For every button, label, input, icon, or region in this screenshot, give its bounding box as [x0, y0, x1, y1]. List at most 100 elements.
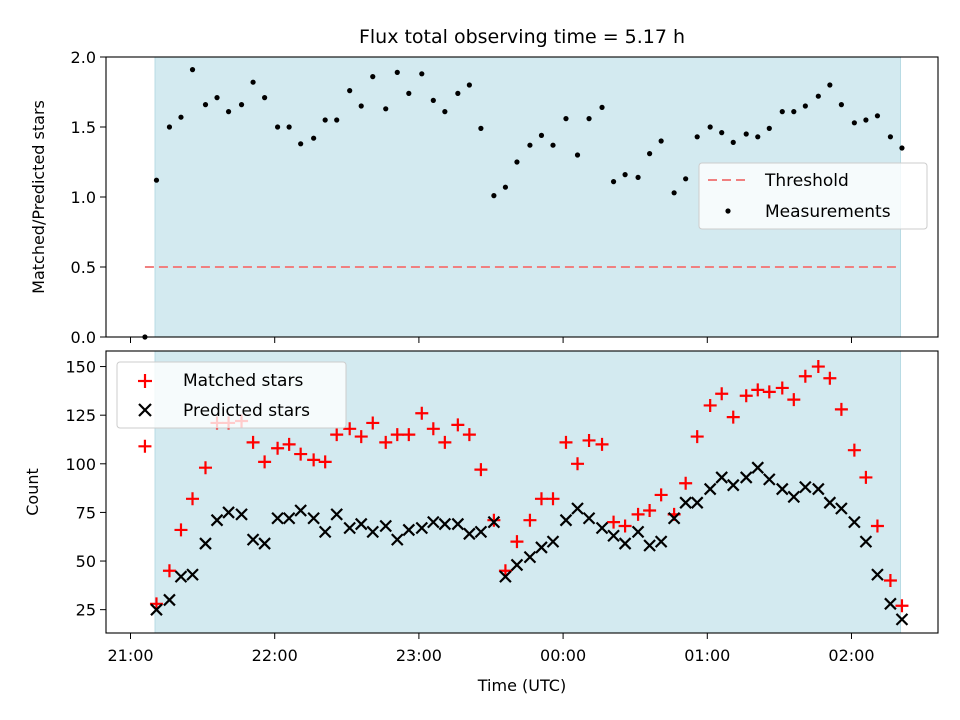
y-tick-label: 25	[76, 601, 96, 620]
matched-star-point	[474, 463, 488, 477]
ratio-panel-border	[105, 56, 939, 338]
y-tick-label: 0.5	[71, 258, 96, 277]
count-legend: Matched stars Predicted stars	[116, 361, 347, 429]
predicted-star-point	[654, 535, 668, 548]
y-tick-label: 1.5	[71, 118, 96, 137]
matched-star-point	[847, 443, 861, 457]
y-tick-label: 150	[65, 358, 96, 377]
predicted-star-point	[618, 537, 632, 550]
predicted-star-point	[582, 511, 596, 525]
predicted-star-point	[859, 535, 873, 548]
matched-star-point	[138, 439, 152, 453]
predicted-star-point	[307, 511, 320, 525]
ratio-y-label: Matched/Predicted stars	[29, 100, 48, 294]
measurement-point	[491, 193, 497, 199]
predicted-star-point	[163, 593, 176, 607]
predicted-star-point	[379, 519, 393, 533]
predicted-star-point	[474, 525, 488, 539]
measurement-point	[442, 109, 448, 115]
predicted-star-point	[210, 513, 224, 527]
predicted-star-point	[799, 480, 812, 494]
count-y-axis: 25 50 75 100 125 150	[65, 358, 106, 620]
measurement-point	[743, 131, 749, 137]
measurement-point	[838, 102, 844, 108]
matched-star-point	[354, 430, 368, 444]
measurement-point	[815, 93, 821, 99]
measurement-point	[683, 176, 689, 182]
predicted-star-point	[679, 496, 692, 509]
predicted-star-point	[354, 517, 368, 531]
measurement-point	[419, 71, 425, 77]
predicted-star-point	[499, 570, 512, 583]
measurement-point	[766, 125, 772, 131]
measurement-point	[455, 90, 461, 96]
measurement-point	[178, 114, 184, 120]
predicted-star-point	[523, 550, 537, 564]
predicted-star-point	[751, 461, 765, 474]
measurement-point	[719, 130, 725, 136]
matched-star-point	[523, 513, 537, 527]
matched-star-point	[162, 564, 176, 578]
x-tick-label: 02:00	[828, 646, 874, 665]
predicted-star-point	[871, 568, 884, 581]
predicted-star-point	[535, 541, 548, 554]
predicted-star-point	[726, 478, 740, 492]
matched-star-point	[811, 360, 825, 374]
predicted-star-point	[246, 533, 260, 546]
x-axis-label: Time (UTC)	[477, 676, 566, 695]
measurement-point	[370, 74, 376, 80]
measurement-point	[286, 124, 292, 130]
matched-star-point	[366, 416, 380, 430]
measurement-point	[347, 88, 353, 94]
measurement-point	[851, 120, 857, 126]
matched-star-point	[282, 437, 296, 451]
predicted-star-point	[787, 490, 801, 504]
measurement-point	[250, 79, 256, 85]
y-tick-label: 2.0	[71, 48, 96, 67]
count-y-label: Count	[23, 468, 42, 516]
matched-star-point	[798, 369, 812, 383]
predicted-star-point	[318, 525, 332, 539]
matched-star-point	[823, 371, 837, 385]
predicted-star-point	[150, 603, 163, 616]
measurement-point	[671, 190, 677, 196]
predicted-star-point	[607, 529, 620, 543]
matched-star-point	[859, 470, 873, 484]
measurement-point	[694, 134, 700, 140]
measurement-point	[899, 145, 905, 151]
matched-star-point	[726, 410, 740, 424]
predicted-star-point	[895, 613, 909, 626]
predicted-star-point	[390, 533, 404, 546]
matched-star-point	[751, 383, 765, 397]
measurement-point	[586, 116, 592, 122]
matched-star-point	[762, 385, 776, 399]
count-legend-box	[116, 361, 347, 429]
predicted-star-point	[703, 482, 717, 496]
matched-star-point	[690, 430, 704, 444]
legend-matched-label: Matched stars	[183, 371, 303, 391]
matched-star-point	[462, 428, 476, 442]
predicted-star-point	[366, 525, 380, 539]
matched-star-point	[595, 437, 609, 451]
measurement-point	[599, 104, 605, 110]
predicted-star-point	[451, 517, 465, 531]
matched-star-point	[510, 535, 524, 549]
matched-star-point	[330, 428, 344, 442]
legend-measurements-label: Measurements	[765, 202, 891, 222]
measurement-point	[538, 132, 545, 138]
matched-star-point	[582, 433, 596, 447]
predicted-star-point	[438, 517, 452, 531]
matched-star-point	[390, 428, 404, 442]
predicted-star-point	[510, 558, 524, 572]
predicted-star-point	[571, 502, 584, 515]
measurement-point	[153, 177, 160, 183]
x-tick-label: 01:00	[684, 646, 730, 665]
measurement-point	[225, 109, 232, 115]
count-panel-border	[105, 350, 939, 634]
measurement-point	[383, 106, 389, 112]
legend-predicted-swatch	[138, 403, 152, 417]
matched-star-point	[438, 435, 452, 449]
measurement-point	[502, 184, 509, 190]
measurement-point	[707, 124, 713, 130]
legend-matched-swatch	[138, 374, 152, 388]
